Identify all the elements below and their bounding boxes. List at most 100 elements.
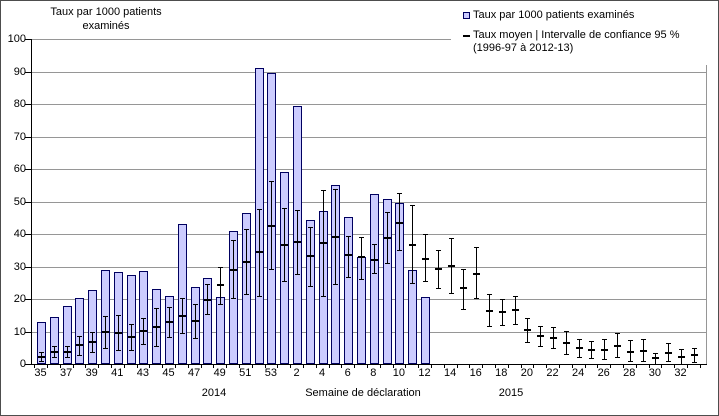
- year-label-2014: 2014: [201, 387, 227, 399]
- x-tick-label: 28: [623, 367, 636, 379]
- mean-marker: [345, 254, 353, 257]
- error-bar-cap-bottom: [602, 358, 608, 360]
- error-bar-cap-top: [90, 331, 96, 333]
- error-bar-cap-bottom: [538, 346, 544, 348]
- error-bar-cap-bottom: [576, 356, 582, 358]
- x-tick-mark: [546, 364, 548, 368]
- mean-marker: [242, 260, 250, 263]
- x-tick-mark: [674, 364, 676, 368]
- mean-marker: [38, 355, 45, 358]
- x-tick-label: 14: [443, 367, 457, 379]
- error-bar-cap-top: [435, 249, 441, 251]
- error-bar-cap-top: [551, 326, 556, 328]
- error-bar-cap-bottom: [282, 281, 288, 283]
- x-tick-mark: [149, 364, 151, 368]
- x-tick-mark: [85, 364, 87, 368]
- x-tick-mark: [238, 364, 240, 368]
- error-bar-cap-top: [64, 346, 70, 348]
- error-bar-cap-top: [256, 208, 262, 210]
- mean-marker: [524, 329, 532, 332]
- error-bar-cap-bottom: [474, 297, 480, 299]
- gridline: [32, 71, 707, 73]
- x-tick-mark: [110, 364, 112, 368]
- error-bar-cap-top: [602, 339, 608, 341]
- error-bar-cap-top: [346, 235, 352, 237]
- bar: [305, 220, 315, 364]
- mean-marker: [588, 349, 596, 352]
- x-tick-label: 18: [495, 367, 508, 379]
- error-bar-cap-bottom: [359, 279, 364, 281]
- error-bar-cap-top: [448, 237, 454, 239]
- error-bar-cap-top: [307, 226, 313, 228]
- mean-marker: [626, 350, 634, 353]
- y-tick-mark: [25, 234, 31, 235]
- x-tick-label: 43: [136, 367, 150, 379]
- x-tick-mark: [418, 364, 420, 368]
- mean-marker: [422, 258, 429, 261]
- mean-marker: [601, 349, 609, 352]
- error-bar-cap-bottom: [499, 325, 505, 326]
- x-tick-mark: [443, 364, 445, 368]
- x-tick-label: 8: [370, 367, 377, 379]
- error-bar-cap-bottom: [90, 351, 96, 353]
- x-tick-mark: [72, 364, 74, 368]
- error-bar-cap-bottom: [551, 348, 556, 350]
- x-tick-mark: [366, 364, 368, 368]
- mean-marker: [63, 350, 71, 353]
- x-tick-label: 53: [264, 367, 278, 379]
- error-bar-cap-top: [205, 284, 211, 286]
- mean-marker: [178, 314, 186, 317]
- bar: [62, 306, 72, 364]
- error-bar-line: [373, 244, 375, 273]
- error-bar-cap-bottom: [64, 356, 70, 358]
- x-tick-mark: [610, 364, 612, 368]
- x-tick-mark: [315, 364, 317, 368]
- mean-marker: [230, 269, 237, 272]
- y-tick-mark: [25, 71, 31, 73]
- bar: [382, 199, 392, 364]
- error-bar-cap-bottom: [487, 325, 492, 327]
- error-bar-cap-top: [666, 342, 672, 344]
- y-tick-mark: [25, 169, 31, 170]
- mean-marker: [550, 337, 557, 340]
- x-tick-mark: [226, 364, 228, 368]
- bar: [126, 275, 136, 364]
- x-tick-label: 35: [34, 367, 47, 379]
- x-tick-mark: [136, 364, 138, 368]
- error-bar-cap-bottom: [307, 286, 313, 287]
- x-tick-mark: [98, 364, 100, 368]
- error-bar-cap-top: [691, 347, 697, 349]
- x-tick-label: 41: [111, 367, 124, 379]
- error-bar-cap-bottom: [679, 363, 684, 365]
- error-bar-cap-bottom: [243, 294, 249, 296]
- bar: [203, 278, 213, 364]
- x-tick-label: 12: [418, 367, 431, 379]
- x-tick-label: 26: [597, 367, 610, 379]
- mean-marker: [639, 350, 647, 352]
- x-tick-mark: [392, 364, 394, 368]
- error-bar-line: [399, 192, 401, 250]
- x-tick-mark: [200, 364, 202, 368]
- x-tick-mark: [123, 364, 125, 368]
- error-bar-cap-bottom: [461, 309, 467, 311]
- legend-label-rate: Taux par 1000 patients examinés: [473, 9, 635, 21]
- x-tick-mark: [187, 364, 189, 368]
- x-tick-mark: [213, 364, 215, 368]
- error-bar-cap-bottom: [167, 337, 172, 339]
- gridline: [32, 136, 707, 138]
- error-bar-cap-bottom: [589, 358, 595, 360]
- bar: [177, 224, 187, 364]
- error-bar-cap-top: [384, 211, 390, 213]
- x-tick-mark: [584, 364, 586, 368]
- x-tick-label: 45: [162, 367, 175, 379]
- y-tick-mark: [25, 299, 31, 300]
- mean-marker: [665, 351, 673, 354]
- error-bar-cap-top: [410, 205, 416, 207]
- x-tick-label: 24: [571, 367, 585, 379]
- error-bar-cap-top: [359, 236, 364, 238]
- error-bar-cap-bottom: [653, 363, 659, 365]
- error-bar-cap-bottom: [333, 283, 339, 285]
- mean-marker: [486, 309, 493, 312]
- plot-area: [31, 39, 707, 365]
- x-tick-label: 49: [213, 367, 226, 379]
